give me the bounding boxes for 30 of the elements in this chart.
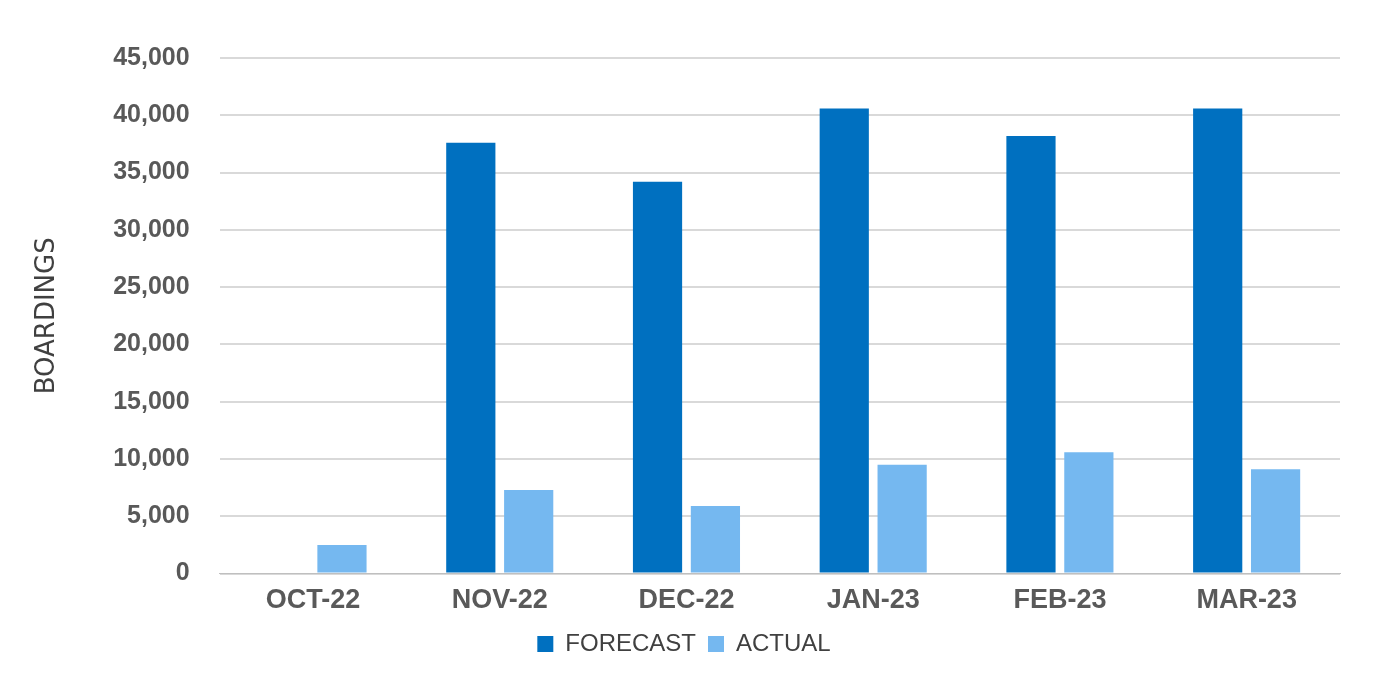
bar <box>1064 452 1114 573</box>
x-tick-label: FEB-23 <box>1013 584 1107 615</box>
x-tick-label: MAR-23 <box>1196 584 1297 615</box>
y-tick-label: 35,000 <box>113 156 190 185</box>
bar <box>317 544 367 573</box>
y-tick-label: 15,000 <box>113 385 190 414</box>
y-tick-label: 0 <box>175 557 190 586</box>
bar <box>632 181 683 573</box>
y-tick-label: 30,000 <box>113 213 190 242</box>
x-tick-label: JAN-23 <box>826 584 920 615</box>
y-tick-label: 10,000 <box>113 442 190 471</box>
y-tick-label: 5,000 <box>127 500 190 529</box>
bar <box>446 142 496 573</box>
bar <box>877 464 927 573</box>
legend-label: FORECAST <box>565 628 697 656</box>
bar <box>1006 135 1056 573</box>
x-tick-label: DEC-22 <box>638 584 735 615</box>
y-tick-label: 20,000 <box>113 328 190 357</box>
y-tick-label: 25,000 <box>113 271 190 300</box>
bar <box>504 489 554 573</box>
y-tick-label: 40,000 <box>113 99 190 128</box>
x-tick-label: NOV-22 <box>451 584 548 615</box>
bar <box>1250 469 1301 573</box>
bar <box>690 506 741 573</box>
y-axis-title: BOARDINGS <box>30 237 61 395</box>
x-tick-label: OCT-22 <box>265 584 361 615</box>
y-tick-label: 45,000 <box>113 41 190 70</box>
bar <box>1193 108 1243 573</box>
bar <box>819 108 869 573</box>
legend-label: ACTUAL <box>735 628 831 656</box>
